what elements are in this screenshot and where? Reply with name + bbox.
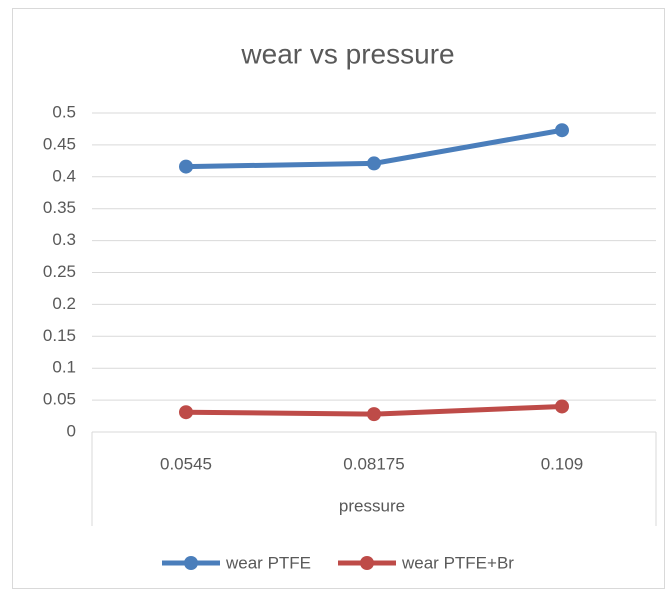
data-point: [179, 159, 193, 174]
y-tick-label: 0.25: [43, 262, 76, 281]
y-tick-label: 0.45: [43, 134, 76, 153]
x-tick-label: 0.0545: [160, 454, 212, 473]
data-point: [555, 123, 569, 138]
legend-marker: [184, 556, 198, 570]
data-point: [367, 156, 381, 171]
legend-marker: [360, 556, 374, 570]
y-tick-label: 0.35: [43, 198, 76, 217]
x-axis-title: pressure: [339, 496, 405, 515]
y-tick-label: 0.5: [52, 102, 76, 121]
chart-frame: [12, 8, 665, 589]
y-tick-label: 0.05: [43, 390, 76, 409]
chart-title: wear vs pressure: [240, 38, 454, 69]
legend-label: wear PTFE: [225, 553, 311, 572]
y-tick-label: 0.15: [43, 326, 76, 345]
legend: wear PTFE wear PTFE+Br: [162, 553, 514, 572]
y-tick-label: 0.2: [52, 294, 76, 313]
x-tick-label: 0.109: [541, 454, 584, 473]
y-tick-label: 0.1: [52, 358, 76, 377]
y-tick-label: 0: [67, 421, 76, 440]
x-tick-label: 0.08175: [343, 454, 404, 473]
data-point: [179, 405, 193, 420]
y-tick-label: 0.3: [52, 230, 76, 249]
data-point: [367, 407, 381, 422]
data-point: [555, 399, 569, 414]
y-tick-label: 0.4: [52, 166, 76, 185]
legend-label: wear PTFE+Br: [401, 553, 514, 572]
